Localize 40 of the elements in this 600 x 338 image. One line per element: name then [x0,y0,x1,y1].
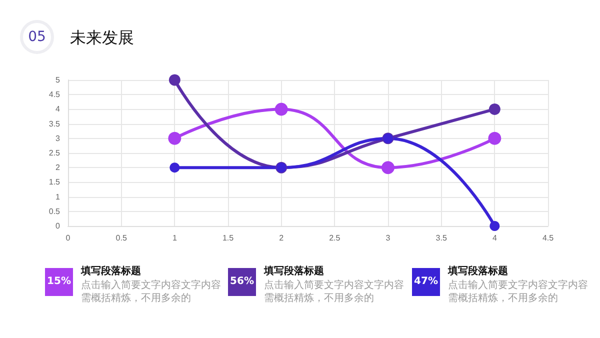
point [168,132,182,145]
x-tick-label: 3 [386,234,391,242]
text: 点击输入简要文字内容文字内容需概括精炼，不用多余的 [448,279,589,305]
point [170,162,180,173]
x-tick-label: 1.5 [222,234,234,242]
y-tick-label: 2 [56,163,61,172]
point [274,102,288,116]
point [168,74,180,86]
y-tick-label: 3.5 [48,119,61,128]
x-tick-label: 3.5 [436,234,448,242]
y-tick-label: 1.5 [48,178,61,187]
y-tick-label: 1 [56,192,61,202]
y-tick-label: 4.5 [48,90,61,100]
y-tick-label: 3 [56,134,61,143]
text: 填写段落标题 [81,264,141,278]
x-tick-label: 0 [66,234,71,242]
y-tick-label: 2.5 [48,148,61,158]
x-tick-label: 4.5 [542,234,554,242]
text: 点击输入简要文字内容文字内容需概括精炼，不用多余的 [264,279,405,305]
text: 填写段落标题 [448,264,508,278]
x-tick-label: 0.5 [116,234,128,242]
y-tick-label: 0.5 [48,206,61,216]
y-tick-label: 5 [56,76,61,84]
text: 56% [228,268,256,296]
point [488,103,500,115]
point [382,161,394,174]
text: 15% [45,268,73,296]
text: 05 [20,20,54,54]
text: 点击输入简要文字内容文字内容需概括精炼，不用多余的 [81,279,222,305]
x-tick-label: 4 [492,234,498,242]
point [490,221,500,231]
y-tick-label: 4 [56,104,61,114]
chart-title: 未来发展 [70,28,134,49]
x-tick-label: 2.5 [329,234,341,242]
x-tick-label: 2 [279,234,284,242]
point [488,132,502,145]
text: 47% [412,268,440,296]
x-tick-label: 1 [172,234,178,242]
text: 填写段落标题 [264,264,324,278]
y-tick-label: 0 [56,222,61,230]
